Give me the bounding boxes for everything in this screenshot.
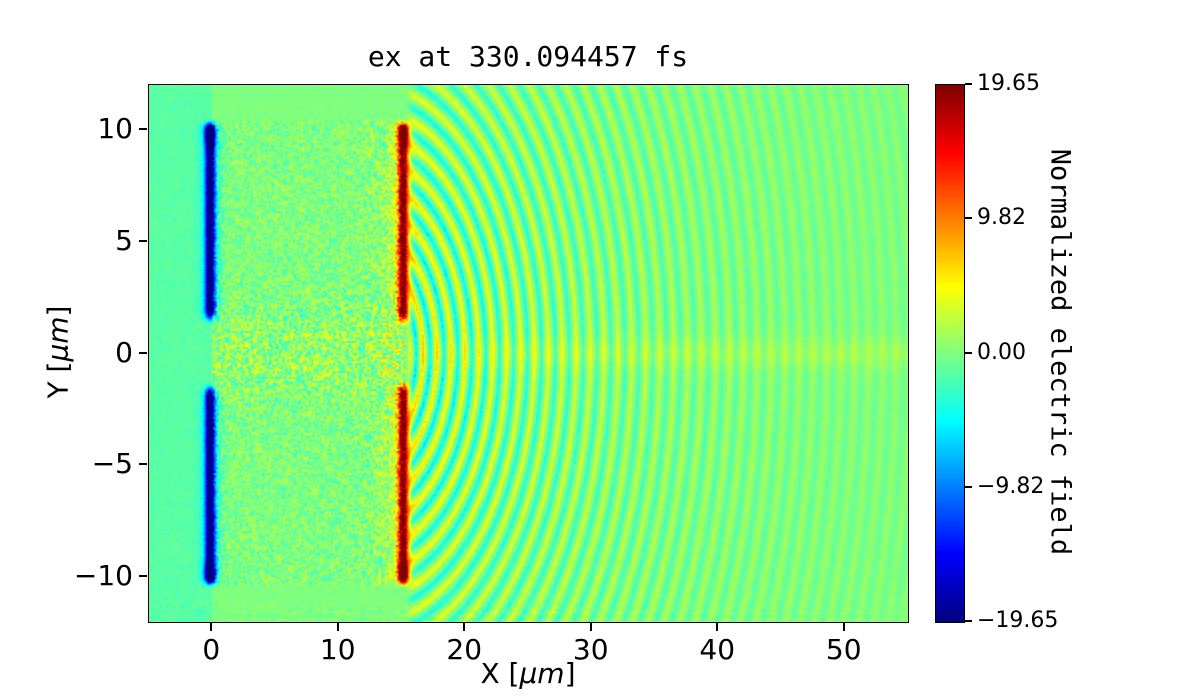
colorbar (935, 84, 965, 623)
colorbar-tick-label: 9.82 (977, 205, 1026, 231)
x-axis-label-prefix: X [ (480, 657, 520, 690)
x-axis-label: X [μm] (480, 657, 575, 690)
heatmap-canvas (149, 85, 908, 622)
colorbar-tick-mark (965, 217, 972, 220)
colorbar-tick-mark (965, 485, 972, 488)
x-tick-label: 40 (699, 633, 736, 666)
y-tick-mark (139, 575, 147, 578)
colorbar-tick-label: 19.65 (977, 71, 1040, 96)
x-tick-mark (463, 623, 466, 631)
x-axis-unit: μm (519, 657, 565, 690)
y-tick-label: −5 (91, 447, 133, 481)
y-axis-label-suffix: ] (41, 305, 75, 317)
y-tick-label: −10 (73, 559, 133, 593)
x-tick-label: 0 (202, 633, 221, 666)
colorbar-tick-mark (965, 620, 972, 622)
x-tick-mark (589, 623, 592, 631)
y-tick-mark (139, 239, 147, 242)
y-tick-mark (139, 127, 147, 130)
colorbar-gradient-canvas (936, 85, 964, 622)
y-tick-label: 0 (115, 335, 133, 369)
y-tick-mark (139, 351, 147, 354)
x-axis-label-suffix: ] (564, 657, 576, 690)
colorbar-tick-label: −19.65 (977, 608, 1059, 633)
y-tick-label: 10 (97, 111, 133, 145)
colorbar-tick-label: 0.00 (977, 339, 1026, 365)
chart-title: ex at 330.094457 fs (367, 40, 689, 73)
heatmap-plot-area (148, 84, 909, 623)
y-tick-mark (139, 463, 147, 466)
colorbar-tick-mark (965, 83, 972, 85)
x-tick-mark (210, 623, 213, 631)
x-tick-label: 50 (825, 633, 862, 666)
x-tick-label: 20 (446, 633, 483, 666)
y-tick-label: 5 (115, 223, 133, 257)
colorbar-tick-mark (965, 351, 972, 354)
colorbar-tick-label: −9.82 (977, 473, 1045, 499)
x-tick-mark (336, 623, 339, 631)
x-tick-label: 30 (572, 633, 609, 666)
x-tick-mark (716, 623, 719, 631)
x-tick-label: 10 (319, 633, 356, 666)
x-tick-mark (842, 623, 845, 631)
colorbar-label: Normalized electric field (1044, 148, 1076, 556)
